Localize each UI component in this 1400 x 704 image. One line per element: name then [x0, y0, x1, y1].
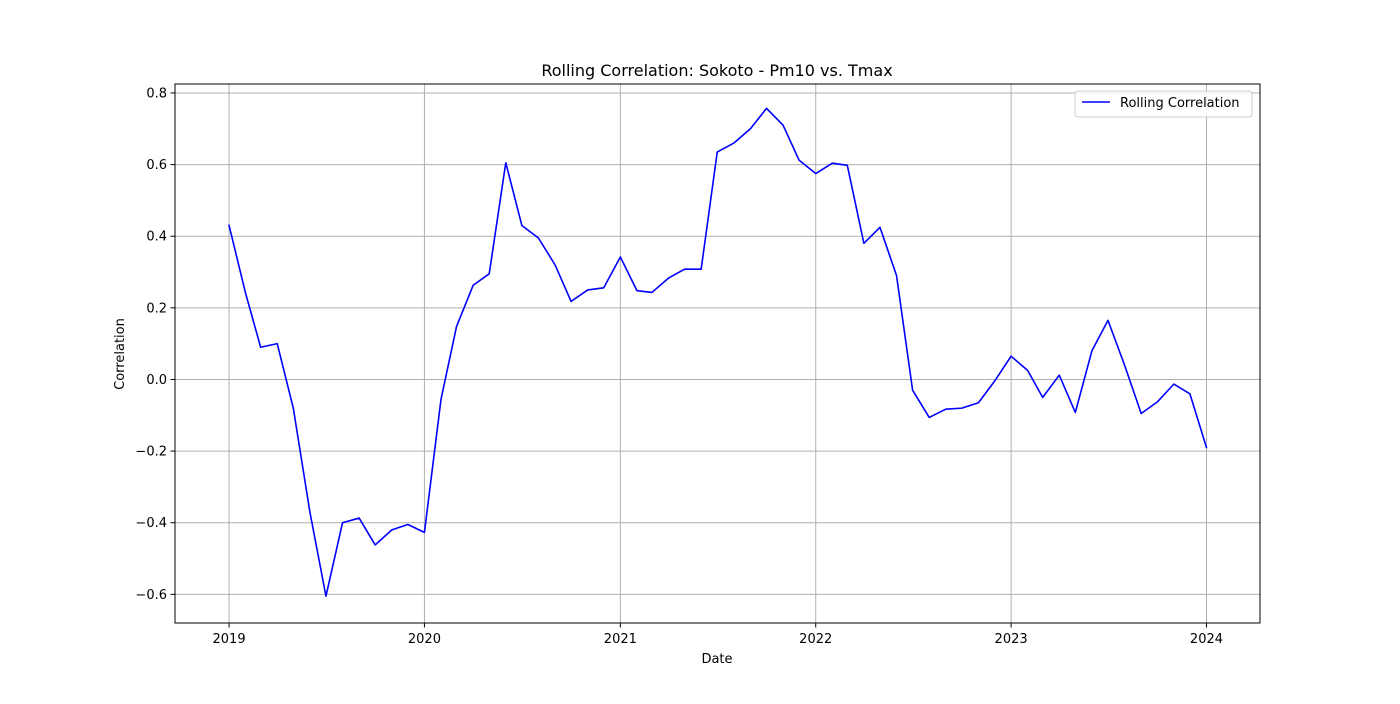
x-tick-label: 2023: [995, 632, 1028, 647]
legend-label: Rolling Correlation: [1120, 96, 1240, 111]
legend: Rolling Correlation: [1074, 90, 1253, 118]
y-tick-label: −0.4: [135, 516, 167, 531]
y-tick-label: 0.4: [146, 230, 167, 245]
x-tick-label: 2021: [604, 632, 637, 647]
x-axis-label: Date: [701, 652, 732, 667]
axis-ticks: 2019 2020 2021 2022 2023 2024 −0.6 −0.4 −0.2 0.0 0…: [135, 86, 1223, 647]
y-tick-label: 0.8: [146, 86, 167, 101]
y-axis-label: Correlation: [113, 318, 128, 390]
x-tick-label: 2022: [799, 632, 832, 647]
grid-lines: [175, 84, 1260, 623]
legend-box: [1074, 90, 1253, 118]
series-lines: [228, 107, 1208, 597]
x-tick-label: 2020: [408, 632, 441, 647]
series-line-rolling-correlation: [228, 107, 1208, 597]
x-tick-label: 2024: [1190, 632, 1223, 647]
y-tick-label: 0.0: [146, 373, 167, 388]
y-tick-label: 0.6: [146, 158, 167, 173]
plot-area-frame: [174, 83, 1261, 624]
y-tick-label: 0.2: [146, 301, 167, 316]
y-tick-label: −0.2: [135, 445, 167, 460]
chart-title: Rolling Correlation: Sokoto - Pm10 vs. T…: [541, 61, 892, 80]
y-tick-label: −0.6: [135, 588, 167, 603]
x-tick-label: 2019: [213, 632, 246, 647]
